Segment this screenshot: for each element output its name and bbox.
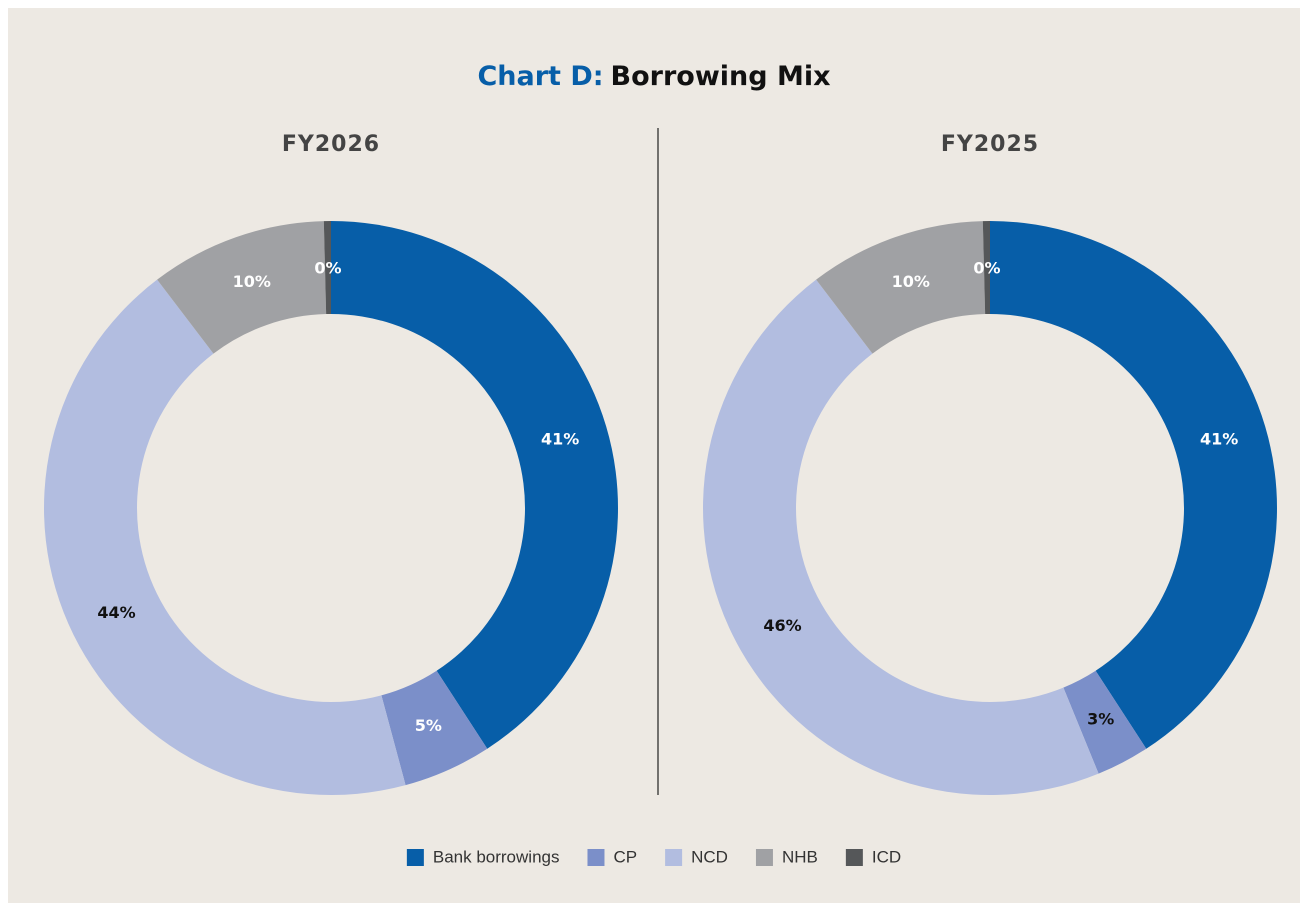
slice xyxy=(331,221,619,749)
data-label: 5% xyxy=(415,716,442,735)
slice xyxy=(323,221,331,315)
slice xyxy=(982,221,990,315)
data-label: 10% xyxy=(892,272,930,291)
legend-label: ICD xyxy=(872,847,901,866)
slice xyxy=(1063,670,1147,774)
chart-title: Chart D: Borrowing Mix xyxy=(477,61,830,92)
chart-subtitle: FY2025 xyxy=(941,132,1039,157)
legend-label: NCD xyxy=(691,847,728,866)
data-label: 44% xyxy=(97,603,135,622)
slice xyxy=(381,670,488,786)
data-label: 0% xyxy=(314,259,341,278)
slice xyxy=(816,221,986,354)
slice xyxy=(43,279,406,796)
title-text: Borrowing Mix xyxy=(611,61,831,92)
chart-subtitle: FY2026 xyxy=(282,132,380,157)
data-label: 10% xyxy=(233,272,271,291)
title-prefix: Chart D: xyxy=(477,61,603,92)
data-label: 3% xyxy=(1087,709,1114,728)
legend-label: Bank borrowings xyxy=(433,847,560,866)
legend-swatch xyxy=(406,849,424,866)
slice xyxy=(990,221,1277,749)
slice xyxy=(702,279,1099,796)
slice xyxy=(157,221,327,354)
data-label: 0% xyxy=(973,259,1000,278)
legend-swatch xyxy=(755,849,773,866)
legend-swatch xyxy=(665,849,683,866)
legend-swatch xyxy=(845,849,863,866)
legend-label: CP xyxy=(613,847,637,866)
data-label: 41% xyxy=(541,430,579,449)
legend-label: NHB xyxy=(782,847,818,866)
legend-swatch xyxy=(587,849,605,866)
data-label: 41% xyxy=(1200,430,1238,449)
data-label: 46% xyxy=(763,616,801,635)
